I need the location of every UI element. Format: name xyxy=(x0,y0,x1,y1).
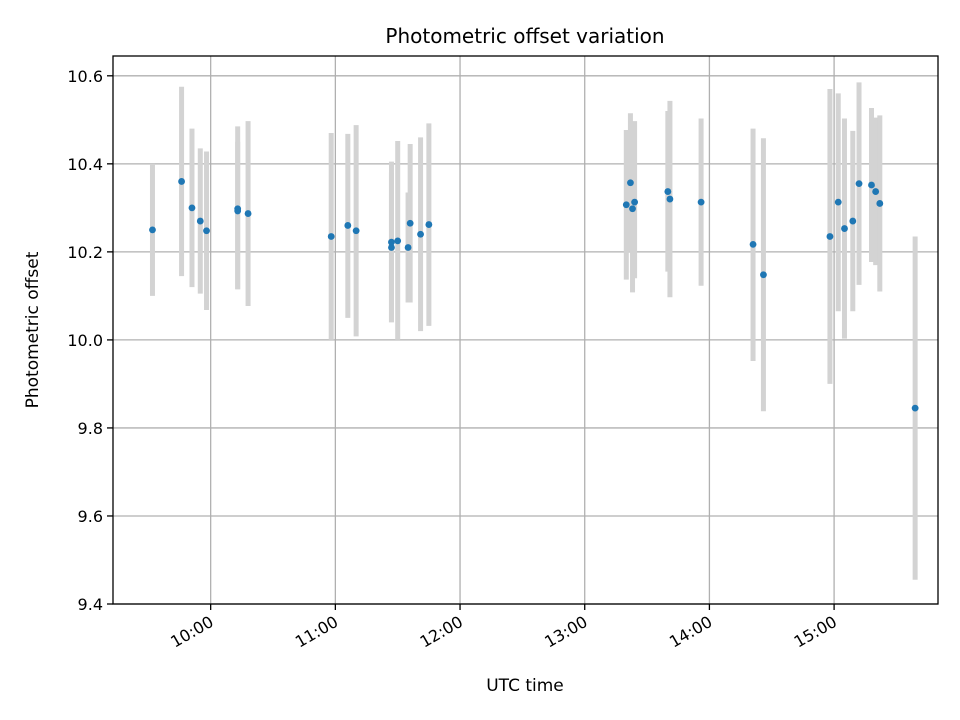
data-point xyxy=(749,240,757,248)
data-point xyxy=(841,225,848,232)
plot-frame xyxy=(112,55,939,605)
y-tick-label: 10.6 xyxy=(67,67,103,86)
data-point xyxy=(244,210,252,217)
x-axis-label: UTC time xyxy=(486,676,564,696)
x-tick-label: 15:00 xyxy=(791,612,840,652)
y-tick-label: 9.6 xyxy=(78,507,103,526)
y-tick-label: 10.2 xyxy=(67,243,103,262)
data-point xyxy=(149,226,156,234)
data-point xyxy=(188,204,196,212)
x-tick-label: 10:00 xyxy=(167,612,216,652)
data-point xyxy=(394,237,402,245)
chart-title: Photometric offset variation xyxy=(385,24,664,48)
y-tick-label: 10.4 xyxy=(67,155,103,174)
data-point xyxy=(826,233,834,240)
data-point xyxy=(196,217,204,225)
data-point xyxy=(344,222,352,229)
error-bars xyxy=(149,82,918,580)
data-point xyxy=(849,217,857,225)
data-point xyxy=(629,205,636,213)
data-point xyxy=(203,227,210,235)
data-point xyxy=(872,188,880,195)
x-tick-label: 12:00 xyxy=(417,612,466,652)
x-tick-label: 13:00 xyxy=(541,612,590,652)
data-point xyxy=(425,221,433,228)
data-point xyxy=(417,230,424,238)
data-point xyxy=(697,198,705,206)
data-point xyxy=(876,200,884,207)
data-point xyxy=(664,188,672,195)
data-point xyxy=(352,227,360,235)
data-point xyxy=(666,195,674,203)
data-point xyxy=(388,244,395,251)
x-tick-label: 14:00 xyxy=(666,612,715,652)
y-tick-label: 10.0 xyxy=(67,331,103,350)
data-point xyxy=(406,219,414,227)
data-point xyxy=(760,271,767,279)
data-point xyxy=(388,238,395,246)
data-point xyxy=(834,198,842,206)
data-point xyxy=(234,207,242,215)
data-points xyxy=(149,178,919,412)
data-point xyxy=(178,178,185,185)
data-point xyxy=(631,198,638,206)
y-axis-label: Photometric offset xyxy=(23,251,43,408)
data-point xyxy=(911,404,919,412)
data-point xyxy=(327,233,335,240)
x-axis-ticks: 10:00 11:00 12:00 13:00 14:00 15:00 xyxy=(167,604,840,652)
data-point xyxy=(404,244,412,251)
data-point xyxy=(855,180,863,188)
y-axis-ticks: 9.4 9.6 9.8 10.0 10.2 10.4 10.6 xyxy=(67,67,113,614)
y-tick-label: 9.4 xyxy=(78,595,103,614)
data-point xyxy=(622,201,630,209)
x-tick-label: 11:00 xyxy=(292,612,341,652)
data-point xyxy=(627,179,634,187)
y-tick-label: 9.8 xyxy=(78,419,103,438)
data-point xyxy=(868,181,875,189)
